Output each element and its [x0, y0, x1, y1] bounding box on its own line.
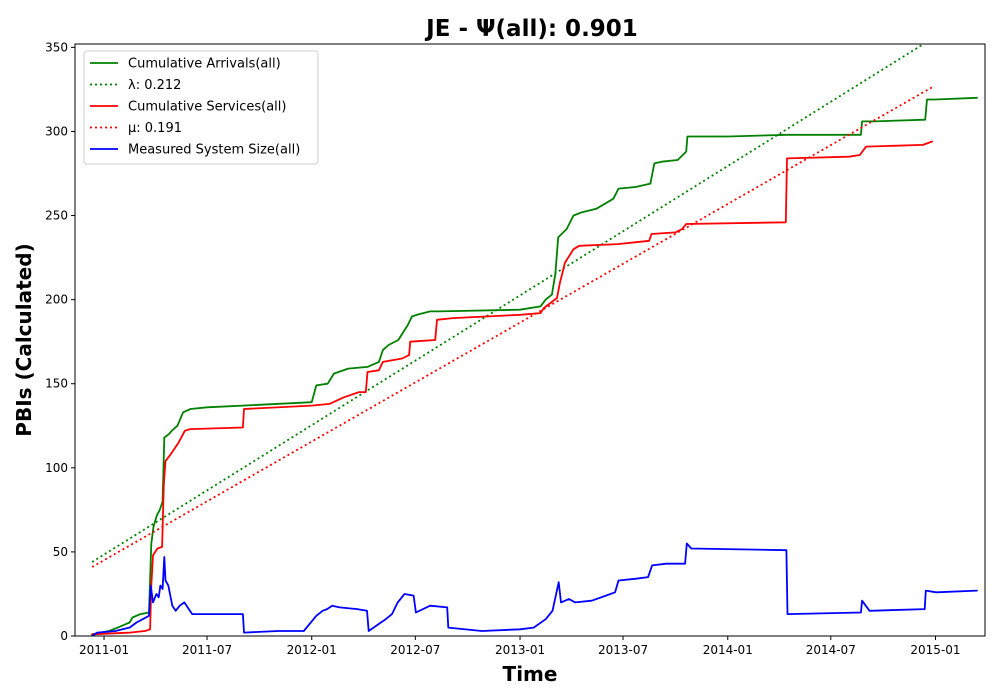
y-tick-label: 200 — [45, 293, 68, 307]
series-line-4 — [91, 85, 935, 568]
y-tick-label: 150 — [45, 377, 68, 391]
y-axis: 0 50 100 150 200 250 300 350 — [45, 40, 75, 643]
legend-frame — [83, 50, 319, 165]
y-tick-label: 50 — [53, 545, 68, 559]
x-axis: 2011-01 2011-07 2012-01 2012-07 2013-01 2013-… — [79, 636, 961, 657]
legend-label-1: Cumulative Arrivals(all) — [128, 57, 281, 72]
x-tick-label: 2013-07 — [598, 643, 648, 657]
y-tick-label: 300 — [45, 124, 68, 138]
x-tick-label: 2011-07 — [182, 643, 232, 657]
y-tick-label: 350 — [45, 40, 68, 54]
series-line-3 — [91, 140, 933, 636]
x-tick-label: 2012-01 — [287, 643, 337, 657]
series-line-1 — [91, 96, 978, 636]
x-tick-label: 2014-01 — [703, 643, 753, 657]
x-tick-label: 2015-01 — [910, 643, 960, 657]
x-tick-label: 2013-01 — [495, 643, 545, 657]
y-axis-title: PBIs (Calculated) — [12, 243, 36, 436]
y-tick-label: 0 — [60, 629, 68, 643]
chart-title: JE - Ψ(all): 0.901 — [424, 16, 638, 42]
y-tick-label: 250 — [45, 209, 68, 223]
x-tick-label: 2012-07 — [390, 643, 440, 657]
series-layer — [91, 44, 978, 636]
plot-frame — [74, 43, 986, 637]
x-tick-label: 2014-07 — [806, 643, 856, 657]
x-axis-title: Time — [503, 662, 558, 686]
series-line-2 — [91, 44, 926, 563]
legend-label-5: Measured System Size(all) — [128, 143, 300, 158]
series-line-5 — [91, 542, 978, 636]
legend: Cumulative Arrivals(all) λ: 0.212 Cumulati… — [83, 50, 319, 165]
y-tick-label: 100 — [45, 461, 68, 475]
legend-label-4: μ: 0.191 — [128, 121, 182, 136]
legend-label-3: Cumulative Services(all) — [128, 100, 286, 115]
legend-label-2: λ: 0.212 — [128, 78, 181, 93]
x-tick-label: 2011-01 — [79, 643, 129, 657]
